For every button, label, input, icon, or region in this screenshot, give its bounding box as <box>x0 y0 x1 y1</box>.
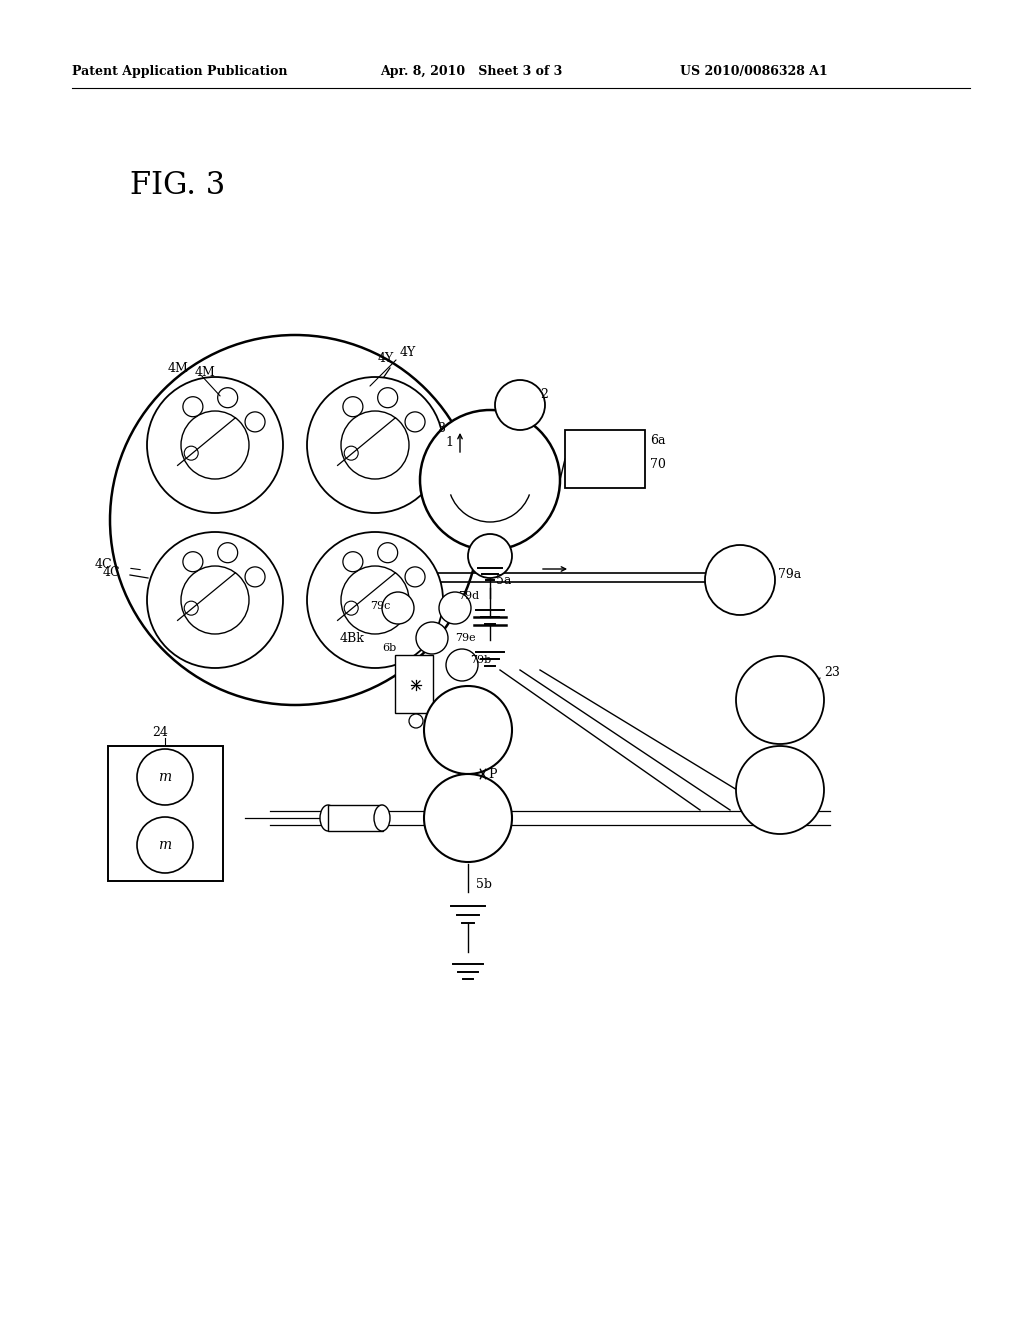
Text: 4Y: 4Y <box>400 346 416 359</box>
Circle shape <box>307 532 443 668</box>
Text: 79a: 79a <box>778 569 801 582</box>
Circle shape <box>218 388 238 408</box>
Text: 4C: 4C <box>95 557 113 570</box>
Circle shape <box>181 566 249 634</box>
Circle shape <box>137 817 193 873</box>
Text: 79c: 79c <box>370 601 390 611</box>
Text: 4M: 4M <box>168 362 188 375</box>
Circle shape <box>343 552 362 572</box>
Text: 5a: 5a <box>496 573 511 586</box>
Text: 4Bk: 4Bk <box>340 631 365 644</box>
Circle shape <box>439 591 471 624</box>
Text: 4M: 4M <box>195 367 216 380</box>
Circle shape <box>137 748 193 805</box>
Circle shape <box>420 411 560 550</box>
Text: m: m <box>159 838 172 851</box>
Text: Patent Application Publication: Patent Application Publication <box>72 66 288 78</box>
Circle shape <box>307 378 443 513</box>
Text: P: P <box>488 767 497 780</box>
Circle shape <box>184 446 199 461</box>
Circle shape <box>183 397 203 417</box>
Bar <box>108 746 223 880</box>
Text: 23: 23 <box>824 665 840 678</box>
Text: m: m <box>159 770 172 784</box>
Text: 3: 3 <box>438 421 446 434</box>
Bar <box>565 430 645 488</box>
Bar <box>328 805 383 832</box>
Circle shape <box>736 656 824 744</box>
Circle shape <box>341 411 409 479</box>
Circle shape <box>382 591 414 624</box>
Circle shape <box>446 649 478 681</box>
Circle shape <box>341 566 409 634</box>
Text: 4C: 4C <box>103 565 121 578</box>
Text: 6a: 6a <box>650 433 666 446</box>
Circle shape <box>147 532 283 668</box>
Circle shape <box>344 446 358 461</box>
Circle shape <box>218 543 238 562</box>
Circle shape <box>147 378 283 513</box>
Circle shape <box>409 714 423 729</box>
Circle shape <box>245 412 265 432</box>
Bar <box>395 655 433 713</box>
Circle shape <box>378 388 397 408</box>
Text: 79e: 79e <box>455 634 475 643</box>
Circle shape <box>181 411 249 479</box>
Circle shape <box>406 412 425 432</box>
Circle shape <box>424 686 512 774</box>
Text: 5b: 5b <box>476 878 492 891</box>
Circle shape <box>424 774 512 862</box>
Circle shape <box>468 535 512 578</box>
Circle shape <box>705 545 775 615</box>
Circle shape <box>184 601 199 615</box>
Circle shape <box>183 552 203 572</box>
Text: 79b: 79b <box>470 655 492 665</box>
Text: 6b: 6b <box>382 643 396 653</box>
Text: 1: 1 <box>445 437 453 450</box>
Circle shape <box>343 397 362 417</box>
Circle shape <box>110 335 480 705</box>
Circle shape <box>495 380 545 430</box>
Circle shape <box>245 566 265 587</box>
Circle shape <box>416 622 449 653</box>
Text: FIG. 3: FIG. 3 <box>130 169 225 201</box>
Text: 4Y: 4Y <box>378 351 394 364</box>
Ellipse shape <box>374 805 390 832</box>
Text: 70: 70 <box>650 458 666 471</box>
Text: 2: 2 <box>540 388 548 401</box>
Text: US 2010/0086328 A1: US 2010/0086328 A1 <box>680 66 827 78</box>
Ellipse shape <box>319 805 336 832</box>
Text: 79d: 79d <box>458 591 479 601</box>
Circle shape <box>344 601 358 615</box>
Circle shape <box>736 746 824 834</box>
Text: Apr. 8, 2010   Sheet 3 of 3: Apr. 8, 2010 Sheet 3 of 3 <box>380 66 562 78</box>
Circle shape <box>378 543 397 562</box>
Circle shape <box>406 566 425 587</box>
Text: 24: 24 <box>152 726 168 738</box>
